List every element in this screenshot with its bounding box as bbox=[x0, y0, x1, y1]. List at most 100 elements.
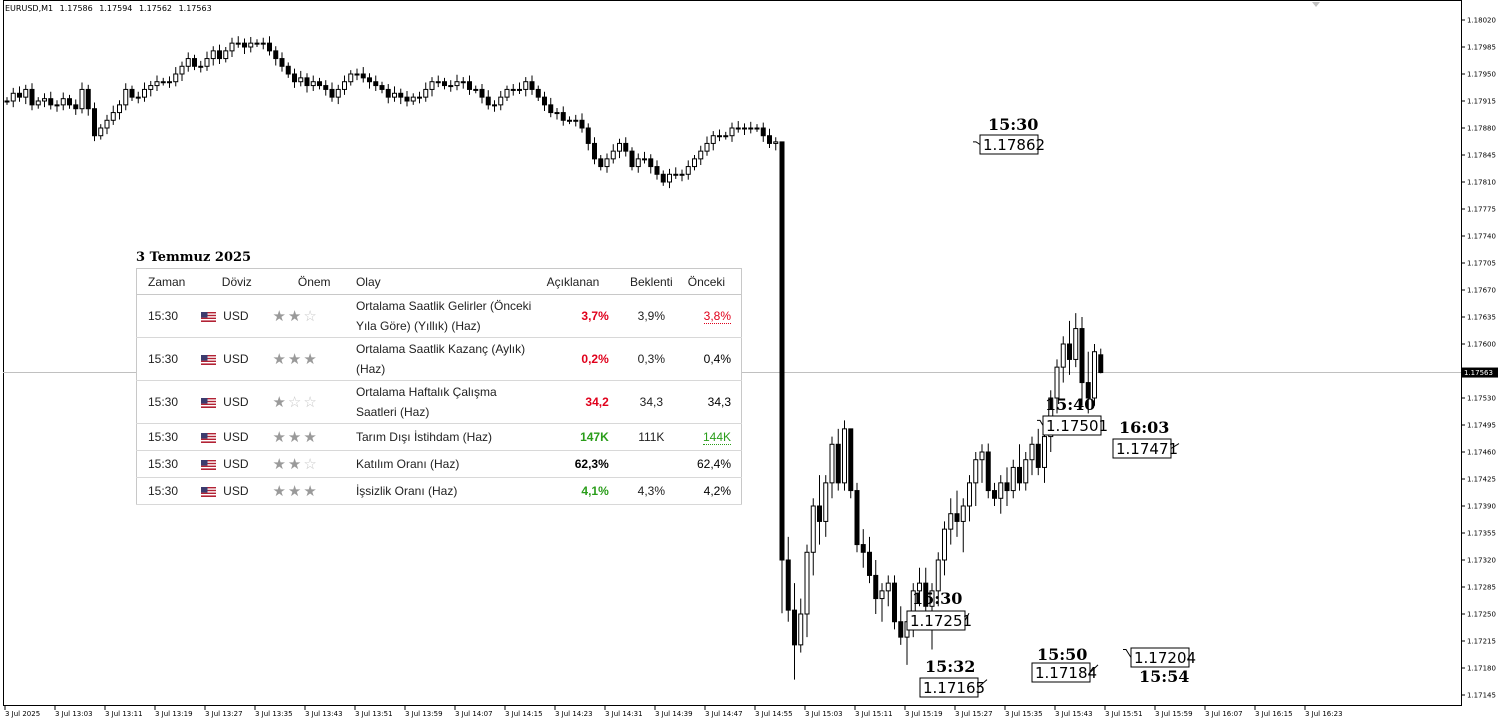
candle-body-bullish bbox=[348, 73, 354, 83]
x-tick-label: 3 Jul 13:19 bbox=[155, 710, 193, 718]
annotation-connector bbox=[964, 612, 970, 621]
event-previous: 4,2% bbox=[703, 484, 731, 498]
event-name[interactable]: İşsizlik Oranı (Haz) bbox=[355, 477, 538, 505]
candle-body-bearish bbox=[1079, 328, 1085, 384]
event-row[interactable]: 15:30 USD ★★☆ Katılım Oranı (Haz) 62,3% 62,4% bbox=[136, 450, 742, 478]
candle-body-bullish bbox=[1010, 466, 1016, 492]
y-tick-label: 1.17460 bbox=[1467, 449, 1496, 457]
candle-body-bullish bbox=[498, 96, 504, 106]
event-name[interactable]: Ortalama Haftalık Çalışma Saatleri (Haz) bbox=[355, 380, 538, 424]
candle-body-bullish bbox=[254, 42, 260, 45]
y-tick-label: 1.17740 bbox=[1467, 233, 1496, 241]
candle-body-bullish bbox=[679, 173, 685, 176]
candle-body-bearish bbox=[467, 81, 472, 90]
scroll-marker-icon[interactable] bbox=[1312, 2, 1320, 7]
header-currency: Döviz bbox=[201, 268, 273, 295]
event-previous-cell: 62,4% bbox=[681, 450, 742, 478]
event-name[interactable]: Katılım Oranı (Haz) bbox=[355, 450, 538, 478]
candle-body-bullish bbox=[567, 119, 572, 122]
candle-body-bearish bbox=[129, 88, 135, 98]
us-flag-icon bbox=[201, 459, 217, 470]
event-row[interactable]: 15:30 USD ★★☆ Ortalama Saatlik Gelirler (Ön… bbox=[136, 294, 742, 338]
x-tick-label: 3 Jul 14:15 bbox=[505, 710, 543, 718]
candle-body-bullish bbox=[185, 58, 191, 67]
candle-body-bullish bbox=[54, 104, 60, 107]
star-filled-icon: ★ bbox=[303, 429, 319, 446]
candle-body-bullish bbox=[110, 112, 116, 121]
annotation-connector bbox=[973, 141, 981, 145]
candle-body-bearish bbox=[279, 58, 285, 67]
event-currency: USD bbox=[223, 430, 249, 444]
importance-rating: ★★☆ bbox=[272, 308, 318, 325]
y-tick-label: 1.17600 bbox=[1467, 341, 1496, 349]
event-actual: 62,3% bbox=[537, 450, 621, 478]
annotation-connector bbox=[977, 679, 988, 688]
y-tick-label: 1.17880 bbox=[1467, 125, 1496, 133]
candle-body-bullish bbox=[673, 173, 679, 176]
candle-body-bullish bbox=[429, 81, 435, 90]
x-tick-label: 3 Jul 13:11 bbox=[105, 710, 143, 718]
candle-body-bullish bbox=[735, 127, 741, 130]
candle-body-bullish bbox=[748, 127, 754, 130]
x-tick-label: 3 Jul 15:59 bbox=[1155, 710, 1193, 718]
candle-body-bullish bbox=[692, 158, 697, 168]
candle-body-bullish bbox=[42, 98, 47, 102]
candle-body-bearish bbox=[285, 65, 291, 75]
y-tick-label: 1.17530 bbox=[1467, 395, 1496, 403]
candle-body-bullish bbox=[879, 590, 885, 600]
event-actual: 147K bbox=[537, 423, 621, 451]
event-row[interactable]: 15:30 USD ★★★ İşsizlik Oranı (Haz) 4,1% 4,3% 4… bbox=[136, 477, 742, 505]
annotation-price: 1.17862 bbox=[983, 136, 1045, 154]
event-name[interactable]: Ortalama Saatlik Gelirler (Önceki Yıla G… bbox=[355, 294, 538, 338]
candle-body-bullish bbox=[235, 42, 241, 45]
candle-body-bullish bbox=[523, 81, 529, 90]
events-header-row: Zaman Döviz Önem Olay Açıklanan Beklenti… bbox=[136, 268, 742, 295]
x-tick-label: 3 Jul 15:11 bbox=[855, 710, 893, 718]
events-table: Zaman Döviz Önem Olay Açıklanan Beklenti… bbox=[136, 268, 742, 505]
event-row[interactable]: 15:30 USD ★★★ Tarım Dışı İstihdam (Haz) 147K… bbox=[136, 423, 742, 451]
open-price: 1.17586 bbox=[59, 4, 93, 13]
candle-body-bearish bbox=[1017, 466, 1022, 484]
event-name[interactable]: Ortalama Saatlik Kazanç (Aylık) (Haz) bbox=[355, 337, 538, 381]
x-tick-label: 3 Jul 14:23 bbox=[555, 710, 593, 718]
x-tick-label: 3 Jul 13:35 bbox=[255, 710, 293, 718]
candle-body-bullish bbox=[35, 100, 41, 106]
candle-body-bullish bbox=[154, 81, 160, 87]
candle-body-bullish bbox=[260, 42, 266, 45]
candle-body-bullish bbox=[98, 127, 104, 137]
y-tick-label: 1.17180 bbox=[1467, 665, 1496, 673]
candle-body-bullish bbox=[342, 81, 347, 90]
y-tick-label: 1.17915 bbox=[1467, 98, 1496, 106]
annotation-box bbox=[1031, 662, 1091, 683]
us-flag-icon bbox=[201, 397, 217, 408]
candle-body-bullish bbox=[917, 582, 922, 592]
candle-body-bearish bbox=[660, 173, 666, 183]
event-name[interactable]: Tarım Dışı İstihdam (Haz) bbox=[355, 423, 538, 451]
star-filled-icon: ★ bbox=[303, 483, 319, 500]
candle-body-bullish bbox=[1029, 443, 1035, 461]
event-previous: 0,4% bbox=[703, 352, 731, 366]
event-row[interactable]: 15:30 USD ★☆☆ Ortalama Haftalık Çalışma Saa… bbox=[136, 380, 742, 424]
plot-frame bbox=[3, 0, 1462, 706]
candle-body-bullish bbox=[1060, 343, 1066, 368]
y-tick-label: 1.17950 bbox=[1467, 71, 1496, 79]
y-tick-label: 1.17355 bbox=[1467, 530, 1496, 538]
star-filled-icon: ★ bbox=[303, 351, 319, 368]
y-tick-label: 1.17285 bbox=[1467, 584, 1496, 592]
candle-body-bearish bbox=[892, 582, 897, 623]
annotation-price: 1.17204 bbox=[1134, 649, 1196, 667]
event-forecast: 111K bbox=[620, 423, 682, 451]
event-row[interactable]: 15:30 USD ★★★ Ortalama Saatlik Kazanç (Aylı… bbox=[136, 337, 742, 381]
annotation-box bbox=[1130, 647, 1190, 668]
candle-body-bullish bbox=[754, 127, 760, 130]
candle-body-bearish bbox=[848, 428, 854, 492]
event-time: 15:30 bbox=[136, 423, 202, 451]
importance-stars: ★★☆ bbox=[272, 294, 356, 338]
header-event: Olay bbox=[355, 268, 538, 295]
candle-body-bullish bbox=[617, 142, 622, 152]
y-tick-label: 1.17145 bbox=[1467, 692, 1496, 700]
candle-body-bullish bbox=[885, 582, 891, 592]
candle-body-bullish bbox=[248, 42, 254, 48]
x-tick-label: 3 Jul 13:43 bbox=[305, 710, 343, 718]
